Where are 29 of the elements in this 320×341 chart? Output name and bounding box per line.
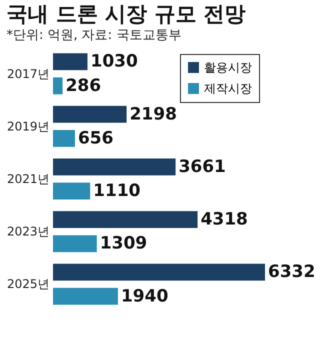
data-label: 6332 xyxy=(268,262,316,282)
chart-subtitle: *단위: 억원, 자료: 국토교통부 xyxy=(6,28,182,43)
bar xyxy=(53,158,176,176)
data-label: 1309 xyxy=(100,234,148,254)
chart-title: 국내 드론 시장 규모 전망 xyxy=(6,2,246,26)
bar xyxy=(53,106,127,123)
bar xyxy=(53,53,88,70)
data-label: 2198 xyxy=(130,104,177,124)
data-label: 286 xyxy=(66,76,102,96)
bar xyxy=(53,182,90,200)
bar xyxy=(53,77,63,94)
y-tick-label: 2021년 xyxy=(6,172,50,186)
y-tick-label: 2019년 xyxy=(6,119,50,134)
y-tick-label: 2023년 xyxy=(6,224,50,239)
data-label: 1110 xyxy=(93,181,141,202)
bar xyxy=(53,264,265,281)
y-tick-label: 2025년 xyxy=(6,277,50,292)
bar xyxy=(53,235,97,252)
bar xyxy=(53,130,75,147)
data-label: 656 xyxy=(78,128,114,148)
bar xyxy=(53,211,198,228)
legend-label: 활용시장 xyxy=(204,60,252,74)
bar xyxy=(53,288,118,305)
data-label: 1030 xyxy=(90,52,138,72)
data-label: 3661 xyxy=(178,156,226,177)
data-label: 4318 xyxy=(200,210,248,230)
y-tick-label: 2017년 xyxy=(6,66,50,81)
data-label: 1940 xyxy=(120,286,168,306)
legend-label: 제작시장 xyxy=(204,82,252,96)
